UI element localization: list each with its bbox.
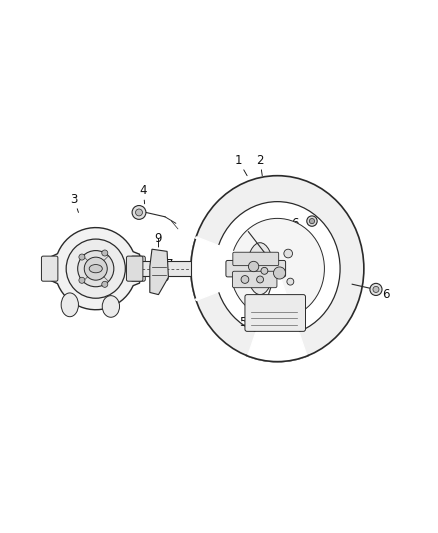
FancyBboxPatch shape — [137, 261, 191, 277]
Circle shape — [102, 281, 108, 287]
Ellipse shape — [84, 257, 107, 280]
Circle shape — [307, 216, 317, 227]
Circle shape — [135, 209, 142, 216]
Ellipse shape — [230, 219, 325, 319]
Ellipse shape — [247, 243, 273, 295]
Polygon shape — [191, 237, 277, 301]
FancyBboxPatch shape — [233, 252, 279, 265]
Circle shape — [261, 268, 268, 274]
FancyBboxPatch shape — [127, 256, 143, 281]
Text: 9: 9 — [155, 232, 162, 247]
FancyBboxPatch shape — [245, 295, 305, 332]
Ellipse shape — [89, 264, 102, 273]
Text: 6: 6 — [290, 217, 298, 232]
Circle shape — [248, 261, 259, 272]
FancyBboxPatch shape — [233, 271, 277, 288]
Text: 8: 8 — [159, 271, 169, 284]
Circle shape — [273, 267, 286, 279]
Circle shape — [79, 254, 85, 260]
Circle shape — [79, 277, 85, 284]
Text: 5: 5 — [239, 310, 247, 329]
Ellipse shape — [66, 239, 125, 298]
Polygon shape — [50, 228, 142, 310]
Circle shape — [287, 278, 294, 285]
Circle shape — [102, 250, 108, 256]
Circle shape — [370, 284, 382, 295]
Polygon shape — [248, 269, 307, 361]
Ellipse shape — [78, 251, 114, 287]
Polygon shape — [150, 249, 168, 295]
Ellipse shape — [191, 176, 364, 361]
FancyBboxPatch shape — [226, 261, 286, 277]
Text: 7: 7 — [163, 258, 173, 271]
FancyBboxPatch shape — [131, 256, 145, 281]
Text: 6: 6 — [372, 288, 389, 301]
Circle shape — [309, 219, 314, 224]
Text: 2: 2 — [256, 154, 264, 176]
Ellipse shape — [215, 201, 340, 336]
Circle shape — [284, 249, 293, 258]
Circle shape — [373, 286, 379, 293]
Circle shape — [257, 276, 264, 283]
Ellipse shape — [61, 293, 78, 317]
FancyBboxPatch shape — [42, 256, 58, 281]
Circle shape — [132, 206, 146, 220]
Text: 4: 4 — [140, 184, 147, 204]
Circle shape — [241, 276, 249, 284]
Ellipse shape — [102, 296, 120, 317]
Text: 3: 3 — [71, 193, 78, 213]
Text: 1: 1 — [235, 154, 247, 176]
